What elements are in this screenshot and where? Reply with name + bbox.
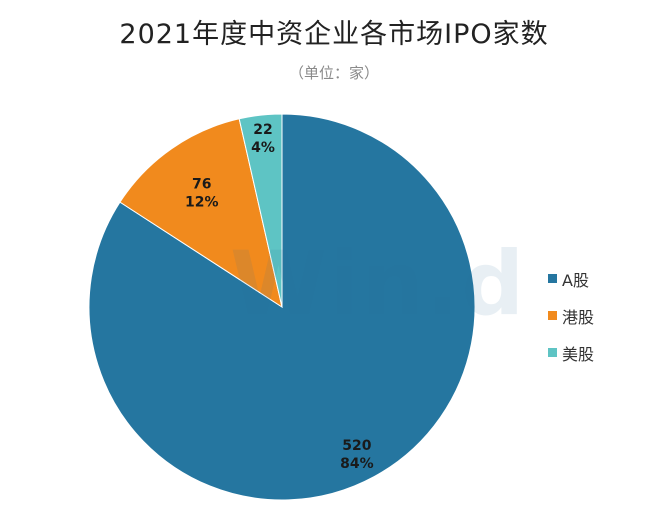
data-label-value-hk-shares: 76 [192, 176, 211, 192]
legend-item-a-shares: A股 [548, 260, 594, 297]
data-label-percent-a-shares: 84% [340, 456, 374, 472]
legend-swatch-us-shares [548, 348, 557, 357]
data-label-value-a-shares: 520 [342, 438, 371, 454]
legend: A股 港股 美股 [548, 260, 594, 371]
pie-slice-us-shares [238, 113, 283, 308]
legend-swatch-hk-shares [548, 311, 557, 320]
legend-label-hk-shares: 港股 [562, 307, 595, 327]
data-label-percent-hk-shares: 12% [185, 194, 219, 210]
chart-subtitle: （单位：家） [288, 64, 379, 82]
legend-item-hk-shares: 港股 [548, 297, 594, 334]
watermark-text: Win.d [230, 232, 527, 335]
chart-title: 2021年度中资企业各市场IPO家数 [119, 19, 549, 50]
legend-swatch-a-shares [548, 274, 557, 283]
legend-label-a-shares: A股 [562, 270, 589, 290]
data-label-percent-us-shares: 4% [251, 140, 275, 156]
pie-slice-hk-shares [119, 118, 283, 309]
legend-item-us-shares: 美股 [548, 334, 594, 371]
data-label-value-us-shares: 22 [253, 122, 272, 138]
legend-label-us-shares: 美股 [562, 344, 595, 364]
